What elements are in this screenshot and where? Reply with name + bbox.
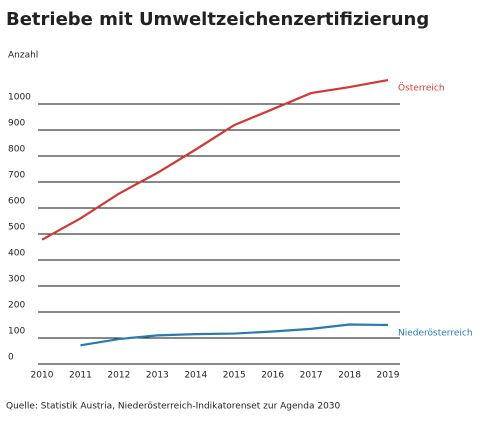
y-tick-label: 900 [8,119,25,129]
x-tick-label: 2011 [69,371,92,381]
series-line [80,323,389,347]
source-note: Quelle: Statistik Austria, Niederösterre… [6,402,341,412]
y-tick-label: 100 [8,327,25,337]
y-tick-label: 800 [8,145,25,155]
y-axis-label: Anzahl [8,51,38,61]
x-tick-label: 2019 [377,371,400,381]
y-tick-label: 500 [8,223,25,233]
chart-title: Betriebe mit Umweltzeichenzertifizierung [6,9,429,30]
y-tick-label: 400 [8,249,25,259]
y-tick-label: 300 [8,275,25,285]
series-label: Österreich [398,83,445,94]
x-tick-label: 2015 [223,371,246,381]
x-tick-label: 2013 [146,371,169,381]
y-tick-label: 200 [8,301,25,311]
x-tick-label: 2012 [107,371,130,381]
x-tick-label: 2017 [300,371,323,381]
x-tick-label: 2018 [338,371,361,381]
y-tick-label: 700 [8,171,25,181]
x-tick-label: 2016 [261,371,284,381]
x-tick-label: 2014 [184,371,207,381]
y-tick-label: 600 [8,197,25,207]
x-tick-label: 2010 [31,371,54,381]
series-label: Niederösterreich [398,329,473,339]
series-line [41,78,389,241]
y-tick-label: 0 [8,353,14,363]
y-tick-label: 1000 [8,93,31,103]
